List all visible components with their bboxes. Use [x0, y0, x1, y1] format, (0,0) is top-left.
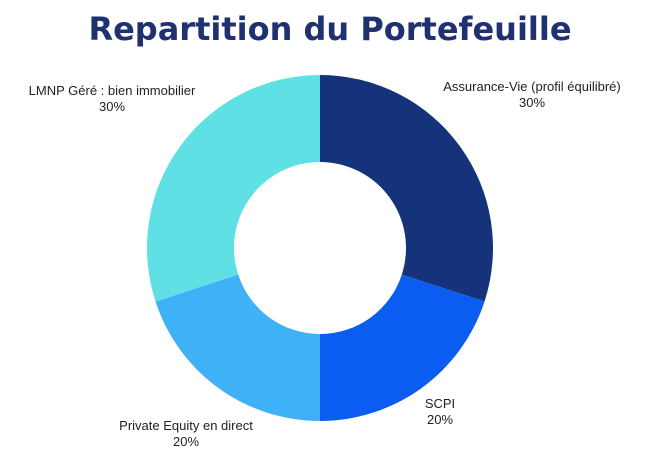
slice-label: LMNP Géré : bien immobilier [29, 83, 196, 98]
chart-title: Repartition du Portefeuille [88, 10, 572, 48]
donut-slice [320, 274, 485, 421]
slice-value-label: 20% [173, 434, 199, 449]
slice-value-label: 30% [519, 95, 545, 110]
donut-slice [147, 75, 320, 302]
slice-label: SCPI [425, 396, 455, 411]
slice-label: Assurance-Vie (profil équilibré) [443, 79, 621, 94]
slice-value-label: 20% [427, 412, 453, 427]
donut-slice [320, 75, 493, 302]
slice-value-label: 30% [99, 99, 125, 114]
slice-label: Private Equity en direct [119, 418, 253, 433]
donut-slice [155, 274, 320, 421]
